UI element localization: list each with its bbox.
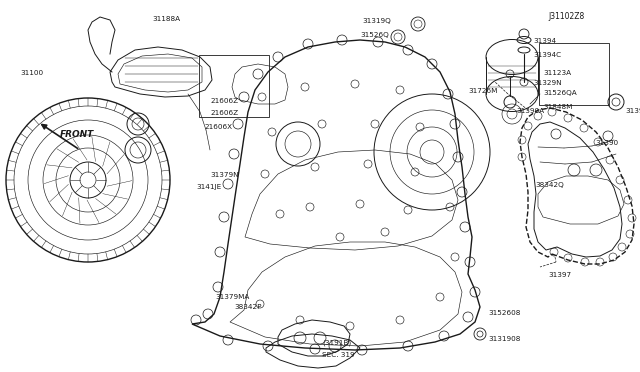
Text: SEC. 319: SEC. 319 — [322, 352, 355, 358]
Text: (3191B): (3191B) — [322, 340, 351, 346]
Text: 3152608: 3152608 — [488, 310, 520, 316]
Text: 31319Q: 31319Q — [362, 18, 391, 24]
Text: 31100: 31100 — [20, 70, 43, 76]
Text: 31394C: 31394C — [533, 52, 561, 58]
Text: 31394: 31394 — [533, 38, 556, 44]
Text: 3131908: 3131908 — [488, 336, 520, 342]
Text: 31848M: 31848M — [543, 104, 572, 110]
Text: 31123A: 31123A — [543, 70, 571, 76]
Text: 31329N: 31329N — [533, 80, 562, 86]
Text: 31526Q: 31526Q — [360, 32, 388, 38]
Text: 31726M: 31726M — [468, 88, 497, 94]
Text: J31102Z8: J31102Z8 — [548, 12, 584, 21]
Text: 3141JE: 3141JE — [196, 184, 221, 190]
Text: 31397: 31397 — [548, 272, 571, 278]
Text: 21606Z: 21606Z — [210, 110, 238, 116]
Text: 31390A: 31390A — [516, 108, 544, 114]
Text: 21606Z: 21606Z — [210, 98, 238, 104]
Text: 38342Q: 38342Q — [535, 182, 564, 188]
Text: 31526QA: 31526QA — [543, 90, 577, 96]
Text: 31390: 31390 — [595, 140, 618, 146]
Text: 31390J: 31390J — [625, 108, 640, 114]
Text: 38342P: 38342P — [234, 304, 262, 310]
Text: 21606X: 21606X — [204, 124, 232, 130]
Text: FRONT: FRONT — [60, 130, 94, 139]
Text: 31379N: 31379N — [210, 172, 239, 178]
Text: 31379MA: 31379MA — [215, 294, 250, 300]
Text: 31188A: 31188A — [152, 16, 180, 22]
